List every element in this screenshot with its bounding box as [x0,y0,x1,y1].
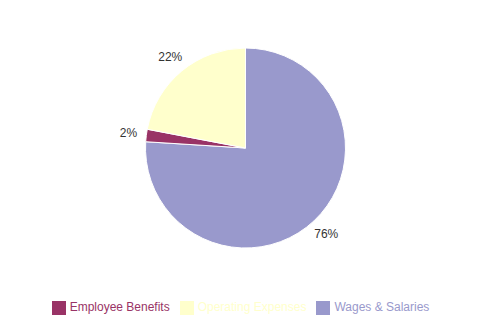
html-text:Employee Benefits: Employee Benefits [69,300,170,315]
svg-text:76%: 76% [314,227,338,241]
svg-text:2%: 2% [120,126,138,140]
html-text:Operating Expenses: Operating Expenses [197,300,307,315]
html-text:Wages & Salaries: Wages & Salaries [334,300,430,315]
svg-text:22%: 22% [158,50,182,64]
